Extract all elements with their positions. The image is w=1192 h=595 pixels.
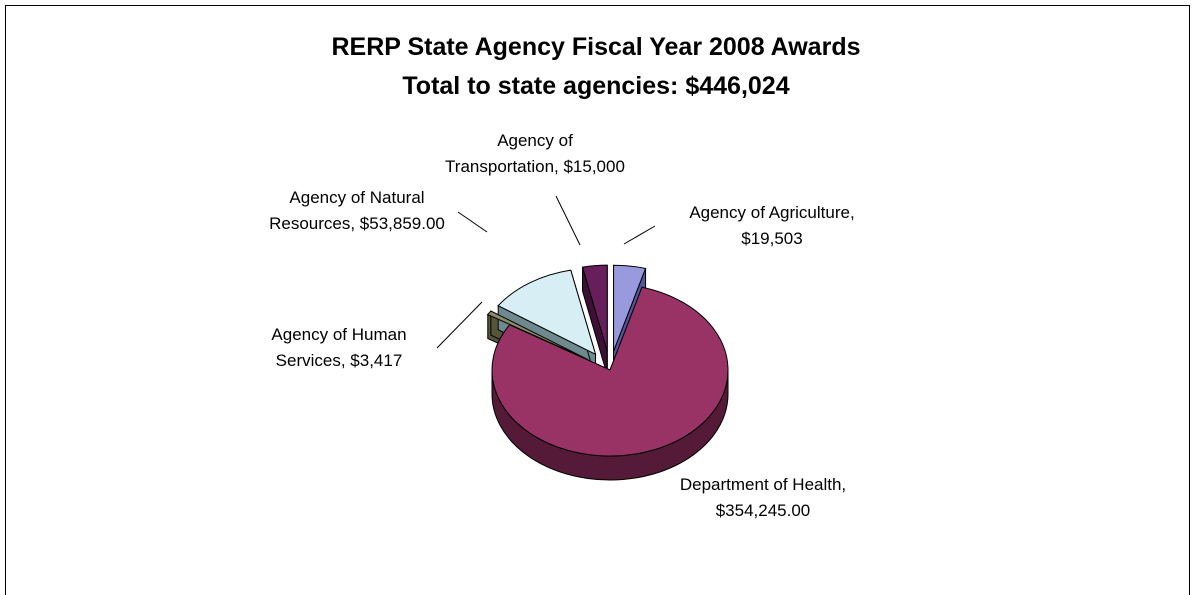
pie-slice-4	[581, 264, 608, 352]
slice-label-1-0: Department of Health,	[680, 475, 846, 494]
pie-slice-1	[491, 286, 729, 457]
slice-label-1-1: $354,245.00	[716, 501, 811, 520]
slice-label-2-0: Agency of Human	[271, 325, 406, 344]
chart-frame	[5, 5, 1190, 595]
pie-slice-0	[613, 264, 647, 352]
pie-slice-2	[486, 310, 589, 361]
slice-label-4-0: Agency of	[497, 131, 573, 150]
slice-label-2-1: Services, $3,417	[276, 351, 403, 370]
chart-title: RERP State Agency Fiscal Year 2008 Award…	[331, 33, 861, 61]
leader-line-3	[457, 211, 488, 233]
slice-label-0-1: $19,503	[741, 229, 802, 248]
slice-label-3-0: Agency of Natural	[289, 188, 424, 207]
slice-label-3-1: Resources, $53,859.00	[269, 214, 445, 233]
chart-subtitle: Total to state agencies: $446,024	[402, 72, 790, 100]
slice-label-0-0: Agency of Agriculture,	[689, 203, 854, 222]
leader-line-2	[436, 301, 483, 349]
leader-line-4	[555, 195, 581, 246]
pie-slice-3	[497, 269, 597, 356]
leader-line-0	[623, 225, 656, 245]
slice-label-4-1: Transportation, $15,000	[445, 157, 625, 176]
